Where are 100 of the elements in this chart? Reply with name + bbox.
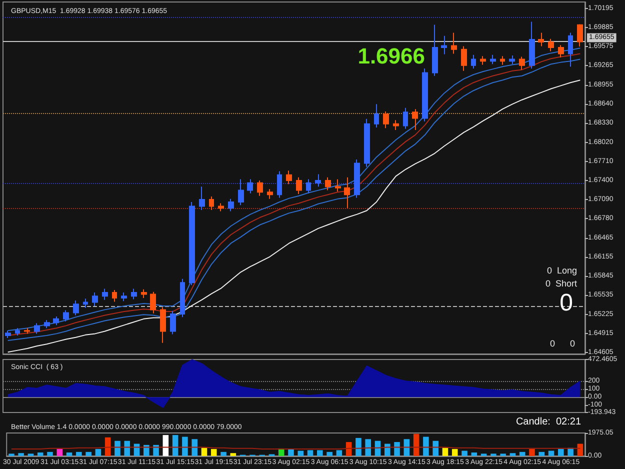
bar	[529, 449, 535, 456]
bar	[471, 452, 478, 456]
candlestick	[247, 178, 253, 194]
candlestick	[121, 292, 127, 302]
candlestick	[63, 310, 69, 322]
bar	[66, 452, 72, 456]
candlestick	[374, 104, 379, 128]
candlestick	[228, 198, 234, 212]
candlestick	[170, 310, 176, 335]
bar	[143, 444, 150, 456]
bar	[162, 435, 169, 456]
bar	[192, 439, 198, 456]
candlestick	[354, 159, 360, 198]
bar	[519, 452, 526, 456]
candlestick	[500, 56, 505, 66]
candlestick	[160, 306, 166, 344]
bar	[510, 453, 516, 456]
bar	[220, 452, 226, 456]
candlestick	[490, 54, 496, 65]
bar	[153, 444, 159, 456]
candlestick	[131, 288, 137, 300]
candlestick	[393, 120, 399, 130]
bar	[326, 452, 332, 456]
bar	[172, 435, 178, 456]
candlestick	[422, 68, 428, 122]
annotation: 1.6966	[358, 44, 426, 68]
bar	[47, 452, 53, 456]
candlestick	[412, 108, 418, 130]
candlestick	[15, 328, 20, 336]
candlestick	[403, 107, 408, 130]
bar	[558, 449, 564, 456]
bar	[442, 448, 448, 456]
candlestick	[519, 56, 525, 70]
candlestick	[529, 21, 535, 69]
bar	[95, 449, 102, 456]
bar	[201, 448, 208, 456]
annotation: 0 0	[550, 338, 575, 348]
candlestick	[180, 278, 185, 318]
candlestick	[471, 54, 476, 69]
candlestick	[461, 46, 467, 72]
candlestick	[257, 180, 263, 196]
bar	[356, 438, 362, 456]
bar	[288, 449, 294, 456]
candlestick	[199, 186, 205, 210]
bar	[210, 449, 217, 456]
candlestick	[218, 202, 224, 212]
candlestick	[383, 111, 389, 129]
candlestick	[568, 32, 573, 68]
candlestick	[73, 300, 79, 316]
candlestick	[315, 174, 321, 188]
bar	[317, 450, 323, 456]
bar	[18, 453, 24, 456]
candlestick	[238, 178, 244, 206]
candlestick	[364, 118, 370, 168]
bar	[76, 452, 82, 456]
candlestick	[306, 178, 311, 194]
candlestick	[509, 55, 515, 65]
candlestick	[558, 44, 564, 58]
candlestick	[44, 320, 50, 329]
bar	[413, 434, 420, 456]
text: Candle: 02:21	[516, 416, 582, 428]
candlestick	[538, 32, 544, 47]
candlestick	[5, 330, 11, 338]
candlestick	[432, 24, 438, 76]
bar	[404, 439, 410, 456]
annotation: 0 Short	[545, 278, 578, 288]
bar	[86, 452, 92, 456]
bar	[432, 440, 438, 456]
candlestick	[189, 202, 195, 286]
candlestick	[150, 291, 156, 314]
bar	[384, 444, 390, 456]
bar	[298, 450, 304, 456]
candlestick	[335, 178, 341, 192]
candlestick	[325, 176, 331, 191]
bar	[230, 453, 236, 456]
candlestick	[83, 298, 88, 308]
candlestick	[92, 292, 98, 306]
candlestick	[286, 170, 292, 185]
bar	[37, 452, 44, 456]
bar	[452, 449, 458, 456]
candlestick	[548, 38, 554, 52]
bar	[462, 450, 468, 456]
candlestick	[102, 288, 108, 300]
bar	[423, 436, 429, 456]
bar	[307, 450, 314, 456]
candlestick	[209, 196, 214, 210]
bar	[577, 444, 584, 456]
candlestick	[267, 188, 273, 200]
candlestick	[451, 32, 457, 54]
candlestick	[441, 35, 447, 55]
bar	[124, 440, 130, 456]
bar	[182, 436, 188, 456]
candlestick	[344, 176, 350, 209]
candlestick	[141, 288, 147, 298]
bar	[56, 449, 63, 456]
candlestick	[53, 316, 59, 326]
bar	[538, 452, 545, 456]
candlestick	[277, 170, 282, 198]
candlestick	[34, 322, 40, 334]
candlestick	[480, 56, 486, 66]
